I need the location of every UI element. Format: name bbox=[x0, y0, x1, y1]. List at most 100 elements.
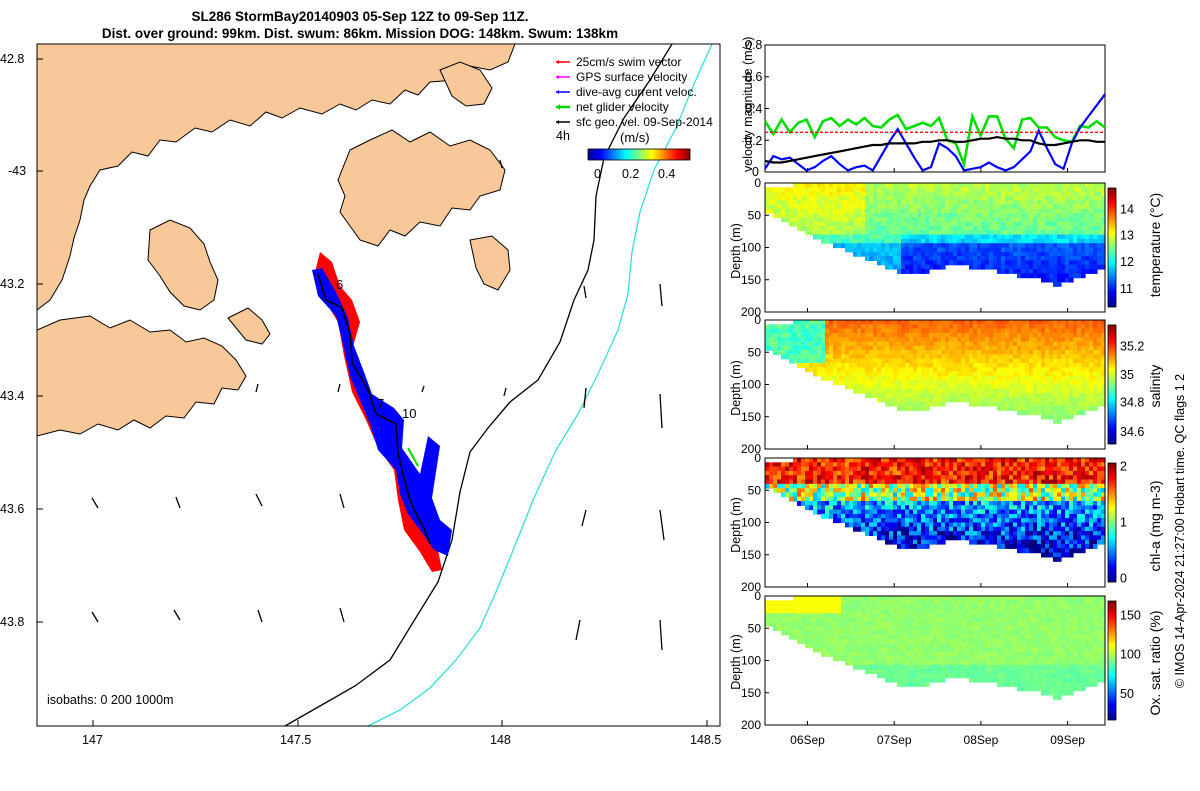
section-cell bbox=[841, 514, 846, 519]
section-cell bbox=[949, 484, 954, 489]
section-cell bbox=[1025, 196, 1030, 201]
section-cell bbox=[1017, 385, 1022, 390]
section-cell bbox=[797, 458, 802, 463]
section-cell bbox=[989, 260, 994, 265]
section-cell bbox=[961, 389, 966, 394]
section-cell bbox=[797, 497, 802, 502]
section-cell bbox=[977, 367, 982, 372]
section-cell bbox=[1049, 462, 1054, 467]
section-cell bbox=[901, 248, 906, 253]
section-cell bbox=[1013, 471, 1018, 476]
section-cell bbox=[1037, 256, 1042, 261]
section-cell bbox=[961, 346, 966, 351]
section-cell bbox=[857, 471, 862, 476]
section-cell bbox=[765, 462, 770, 467]
section-cell bbox=[1097, 458, 1102, 463]
section-cell bbox=[1081, 376, 1086, 381]
section-cell bbox=[1021, 337, 1026, 342]
section-cell bbox=[1005, 213, 1010, 218]
section-cell bbox=[801, 471, 806, 476]
section-cell bbox=[901, 209, 906, 214]
section-cell bbox=[837, 600, 842, 605]
section-cell bbox=[825, 350, 830, 355]
section-cell bbox=[949, 324, 954, 329]
section-cell bbox=[945, 510, 950, 515]
section-cell bbox=[1013, 359, 1018, 364]
section-cell bbox=[1065, 480, 1070, 485]
section-cell bbox=[845, 510, 850, 515]
section-cell bbox=[1093, 505, 1098, 510]
section-cell bbox=[857, 518, 862, 523]
section-cell bbox=[1073, 402, 1078, 407]
section-cell bbox=[957, 527, 962, 532]
section-cell bbox=[877, 187, 882, 192]
section-cell bbox=[1025, 329, 1030, 334]
section-cell bbox=[793, 337, 798, 342]
section-cell bbox=[1065, 458, 1070, 463]
section-cell bbox=[1073, 514, 1078, 519]
section-cell bbox=[969, 492, 974, 497]
section-cell bbox=[1021, 213, 1026, 218]
section-cell bbox=[893, 376, 898, 381]
section-cell bbox=[1033, 260, 1038, 265]
section-cell bbox=[1045, 397, 1050, 402]
section-cell bbox=[841, 484, 846, 489]
section-cell bbox=[801, 226, 806, 231]
section-cell bbox=[1025, 363, 1030, 368]
section-cell bbox=[865, 531, 870, 536]
section-cell bbox=[801, 196, 806, 201]
section-cell bbox=[1029, 337, 1034, 342]
section-cell bbox=[869, 393, 874, 398]
section-cell bbox=[993, 475, 998, 480]
section-cell bbox=[1021, 367, 1026, 372]
section-cell bbox=[985, 329, 990, 334]
section-cell bbox=[801, 596, 806, 601]
section-colorbar-0 bbox=[1108, 188, 1116, 307]
section-cell bbox=[845, 462, 850, 467]
section-cell bbox=[1037, 514, 1042, 519]
section-cell bbox=[901, 406, 906, 411]
section-cell bbox=[901, 527, 906, 532]
section-cell bbox=[1025, 367, 1030, 372]
section-cell bbox=[841, 372, 846, 377]
section-cell bbox=[1077, 518, 1082, 523]
section-cell bbox=[1013, 252, 1018, 257]
section-cell bbox=[913, 256, 918, 261]
section-cell bbox=[981, 402, 986, 407]
section-cell bbox=[889, 376, 894, 381]
section-cell bbox=[925, 337, 930, 342]
section-cell bbox=[973, 342, 978, 347]
section-cell bbox=[977, 196, 982, 201]
section-cell bbox=[825, 626, 830, 631]
section-cell bbox=[1025, 337, 1030, 342]
section-cell bbox=[969, 329, 974, 334]
section-cell bbox=[825, 613, 830, 618]
section-cell bbox=[961, 393, 966, 398]
section-cell bbox=[801, 187, 806, 192]
section-cell bbox=[1041, 458, 1046, 463]
section-cell bbox=[965, 337, 970, 342]
section-cell bbox=[1033, 363, 1038, 368]
section-cell bbox=[913, 510, 918, 515]
section-cell bbox=[881, 484, 886, 489]
section-cell bbox=[1033, 346, 1038, 351]
section-cell bbox=[1021, 346, 1026, 351]
section-cell bbox=[849, 471, 854, 476]
section-cell bbox=[997, 209, 1002, 214]
section-cell bbox=[997, 205, 1002, 210]
section-cell bbox=[817, 192, 822, 197]
section-cell bbox=[857, 484, 862, 489]
section-cell bbox=[793, 342, 798, 347]
section-cell bbox=[1069, 337, 1074, 342]
section-cell bbox=[1041, 187, 1046, 192]
section-cell bbox=[1017, 505, 1022, 510]
depth-tick-label-1-2: 100 bbox=[741, 378, 761, 392]
section-cell bbox=[1025, 380, 1030, 385]
section-cell bbox=[989, 540, 994, 545]
section-cell bbox=[1053, 226, 1058, 231]
section-cell bbox=[1065, 260, 1070, 265]
section-cell bbox=[969, 397, 974, 402]
section-cell bbox=[1029, 265, 1034, 270]
section-cell bbox=[861, 187, 866, 192]
section-cell bbox=[957, 324, 962, 329]
